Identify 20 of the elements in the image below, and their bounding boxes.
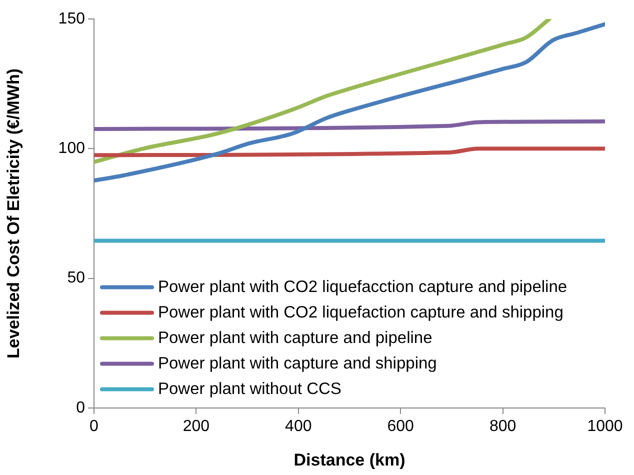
y-tick-label: 0 [76, 399, 86, 416]
x-tick-label: 1000 [587, 418, 623, 436]
legend-label: Power plant with capture and shipping [158, 354, 437, 372]
x-tick-label: 600 [387, 418, 414, 436]
legend-label: Power plant with capture and pipeline [158, 328, 432, 347]
line-series [94, 19, 552, 164]
x-tick-label: 800 [489, 418, 516, 436]
line-series [94, 119, 605, 131]
legend-label: Power plant without CCS [158, 380, 342, 398]
x-axis-title: Distance (km) [294, 450, 406, 470]
line-series [94, 22, 605, 183]
y-tick-label: 150 [58, 10, 86, 28]
legend-label: Power plant with CO2 liquefaction capture and shipping [158, 303, 564, 322]
x-tick-label: 0 [90, 418, 99, 436]
x-tick-label: 200 [182, 418, 210, 436]
y-tick-label: 100 [58, 140, 86, 158]
y-axis-title: Levelized Cost Of Eletricity (€/MWh) [4, 68, 23, 358]
legend-label: Power plant with CO2 liquefacction capture and pipeline [158, 278, 568, 296]
y-tick-label: 50 [67, 270, 86, 287]
x-tick-label: 400 [285, 418, 312, 436]
